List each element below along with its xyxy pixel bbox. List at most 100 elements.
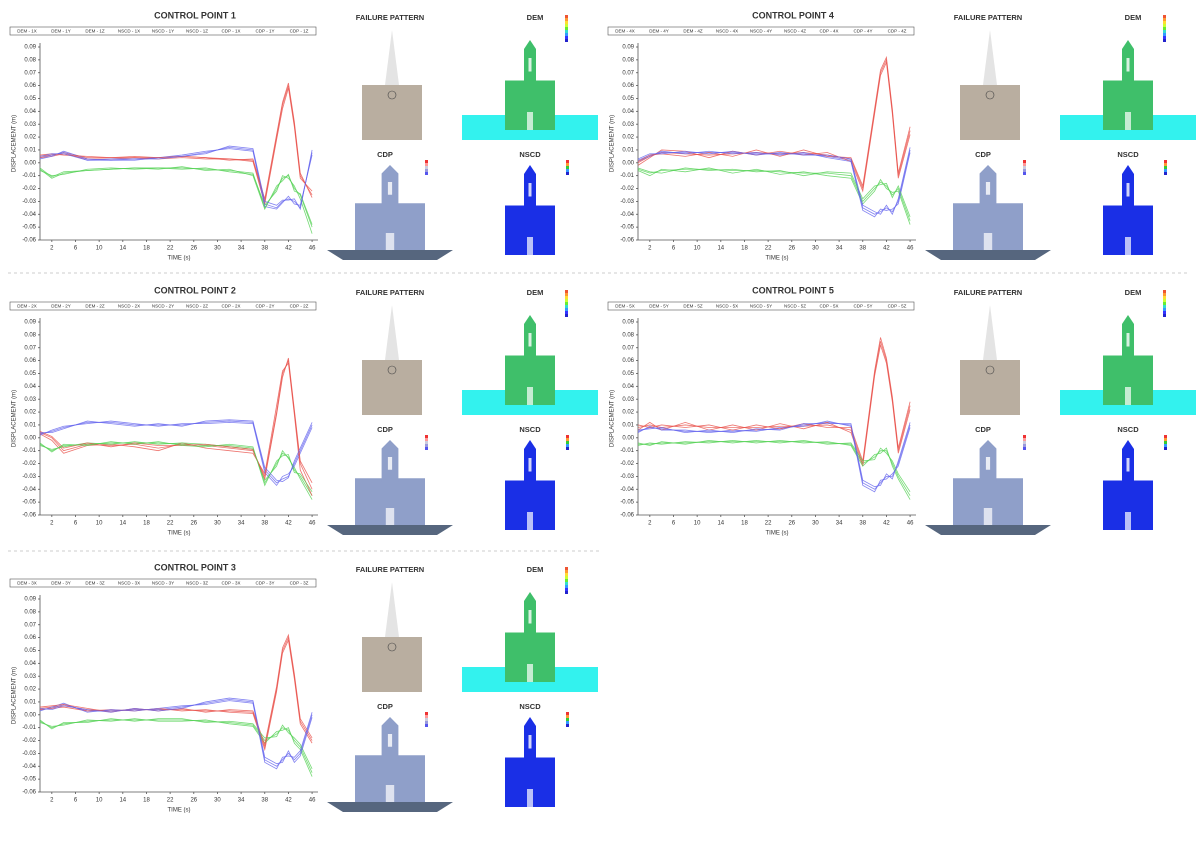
colorbar-cell [566,721,569,724]
y-tick-label: 0.01 [24,148,36,154]
y-tick-label: 0.06 [622,83,634,89]
colorbar-cell [1164,447,1167,450]
x-tick-label: 30 [214,521,221,527]
colorbar-cell [1023,438,1026,441]
x-tick-label: 14 [717,521,724,527]
x-tick-label: 22 [167,798,174,804]
image-label: DEM [1125,288,1142,297]
legend-entry: DEM - 1X [17,29,37,34]
y-tick-label: 0.00 [24,435,36,441]
legend-entry: DEM - 4X [615,29,635,34]
door [1125,512,1131,530]
legend-entry: DEM - 5Y [649,304,669,309]
legend-entry: CDP - 5Z [888,304,907,309]
image-label: CDP [377,425,393,434]
x-tick-label: 38 [261,246,268,252]
image-label: DEM [1125,13,1142,22]
colorbar-cell [425,169,428,172]
legend-entry: NSCD - 1X [118,29,140,34]
colorbar-cell [1163,27,1166,30]
door [527,387,533,405]
image-label: FAILURE PATTERN [356,288,424,297]
colorbar-cell [565,576,568,579]
y-tick-label: -0.03 [22,199,36,205]
x-axis-label: TIME (s) [168,808,191,814]
colorbar-cell [565,36,568,39]
y-tick-label: 0.07 [24,70,36,76]
x-tick-label: 18 [143,246,150,252]
y-tick-label: -0.04 [22,764,36,770]
window [388,734,392,747]
colorbar-cell [1163,33,1166,36]
x-tick-label: 38 [261,798,268,804]
x-tick-label: 22 [167,521,174,527]
y-tick-label: 0.01 [622,423,634,429]
y-tick-label: 0.08 [622,57,634,63]
colorbar-cell [565,296,568,299]
x-tick-label: 26 [190,798,197,804]
colorbar-cell [565,570,568,573]
colorbar-cell [565,30,568,33]
x-tick-label: 34 [238,246,245,252]
colorbar-cell [425,712,428,715]
x-tick-label: 46 [907,246,914,252]
y-tick-label: 0.00 [24,712,36,718]
window [986,182,990,195]
legend-entry: DEM - 5X [615,304,635,309]
y-tick-label: -0.03 [22,751,36,757]
window [1127,458,1130,472]
y-tick-label: 0.06 [24,358,36,364]
y-tick-label: 0.03 [24,674,36,680]
x-tick-label: 34 [238,798,245,804]
legend-entry: NSCD - 5Z [784,304,806,309]
y-tick-label: 0.04 [24,384,36,390]
y-tick-label: 0.09 [622,320,634,326]
y-tick-label: -0.03 [620,199,634,205]
window [388,182,392,195]
y-tick-label: 0.07 [622,345,634,351]
y-tick-label: -0.04 [22,212,36,218]
colorbar-cell [565,305,568,308]
colorbar-cell [1023,166,1026,169]
colorbar-cell [565,567,568,570]
x-tick-label: 14 [119,246,126,252]
colorbar-cell [1164,169,1167,172]
chart-title: CONTROL POINT 5 [752,285,834,295]
colorbar-cell [425,724,428,727]
image-label: DEM [527,288,544,297]
y-tick-label: 0.08 [24,609,36,615]
colorbar-cell [1163,30,1166,33]
x-tick-label: 26 [190,246,197,252]
y-tick-label: 0.03 [622,397,634,403]
x-tick-label: 10 [96,521,103,527]
y-tick-label: 0.06 [24,83,36,89]
colorbar-cell [1163,299,1166,302]
y-tick-label: 0.01 [622,148,634,154]
colorbar-cell [565,15,568,18]
y-tick-label: -0.01 [620,448,634,454]
image-label: NSCD [1117,150,1139,159]
y-tick-label: 0.03 [24,397,36,403]
ground-slab [327,525,453,535]
chart-title: CONTROL POINT 3 [154,562,236,572]
image-label: DEM [527,13,544,22]
colorbar-cell [1023,172,1026,175]
y-tick-label: -0.05 [620,500,634,506]
y-tick-label: 0.02 [24,410,36,416]
y-tick-label: 0.05 [622,96,634,102]
colorbar-cell [1023,444,1026,447]
x-tick-label: 10 [694,246,701,252]
legend-entry: CDP - 3Z [290,581,309,586]
image-label: FAILURE PATTERN [356,565,424,574]
x-tick-label: 26 [788,246,795,252]
colorbar-cell [1163,24,1166,27]
colorbar-cell [1163,290,1166,293]
y-tick-label: 0.02 [622,410,634,416]
y-axis-label: DISPLACEMENT (m) [610,115,616,172]
colorbar-cell [1164,172,1167,175]
y-tick-label: -0.02 [22,186,36,192]
colorbar-cell [1163,36,1166,39]
colorbar-cell [1163,305,1166,308]
x-axis-label: TIME (s) [766,531,789,537]
image-label: NSCD [519,702,541,711]
